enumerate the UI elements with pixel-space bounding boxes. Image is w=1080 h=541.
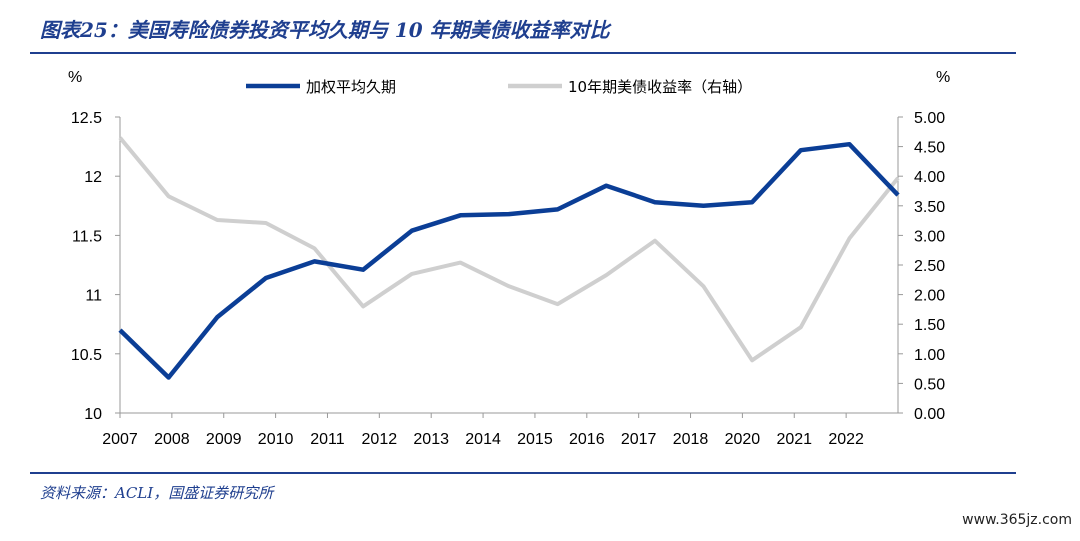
legend-label-2: 10年期美债收益率（右轴）	[568, 78, 752, 96]
x-tick-label: 2014	[465, 431, 501, 448]
x-tick-label: 2015	[517, 431, 553, 448]
left-tick-label: 10	[84, 406, 102, 423]
x-tick-label: 2021	[776, 431, 812, 448]
x-tick-label: 2009	[206, 431, 242, 448]
right-tick-label: 0.50	[914, 376, 945, 393]
chart-title: 图表25：美国寿险债券投资平均久期与 10 年期美债收益率对比	[40, 18, 610, 42]
right-axis-unit: %	[936, 69, 950, 86]
series-line-2	[118, 136, 900, 363]
source-note: 资料来源：ACLI，国盛证券研究所	[40, 484, 274, 502]
right-tick-label: 1.50	[914, 317, 945, 334]
right-tick-label: 2.00	[914, 288, 945, 305]
bottom-rule	[30, 472, 1016, 474]
x-tick-label: 2007	[102, 431, 138, 448]
top-rule	[30, 52, 1016, 54]
right-tick-label: 4.00	[914, 169, 945, 186]
left-tick-label: 10.5	[71, 347, 102, 364]
right-tick-label: 4.50	[914, 140, 945, 157]
right-tick-label: 5.00	[914, 110, 945, 127]
right-tick-label: 1.00	[914, 347, 945, 364]
left-tick-label: 11.5	[72, 228, 102, 245]
x-tick-label: 2013	[413, 431, 449, 448]
x-tick-label: 2008	[154, 431, 190, 448]
x-tick-label: 2010	[258, 431, 294, 448]
watermark: www.365jz.com	[962, 512, 1072, 528]
left-axis-unit: %	[68, 69, 82, 86]
x-tick-label: 2011	[310, 431, 345, 448]
x-tick-label: 2012	[362, 431, 398, 448]
x-tick-label: 2016	[569, 431, 605, 448]
left-tick-label: 12	[84, 169, 102, 186]
x-tick-label: 2017	[621, 431, 657, 448]
legend-label-1: 加权平均久期	[306, 78, 396, 96]
left-tick-label: 11	[85, 288, 102, 305]
x-tick-label: 2020	[725, 431, 761, 448]
right-tick-label: 0.00	[914, 406, 945, 423]
x-tick-label: 2022	[828, 431, 864, 448]
x-tick-label: 2018	[673, 431, 709, 448]
left-tick-label: 12.5	[71, 110, 102, 127]
right-tick-label: 3.50	[914, 199, 945, 216]
series-line-1	[118, 141, 900, 380]
right-tick-label: 2.50	[914, 258, 945, 275]
right-tick-label: 3.00	[914, 228, 945, 245]
